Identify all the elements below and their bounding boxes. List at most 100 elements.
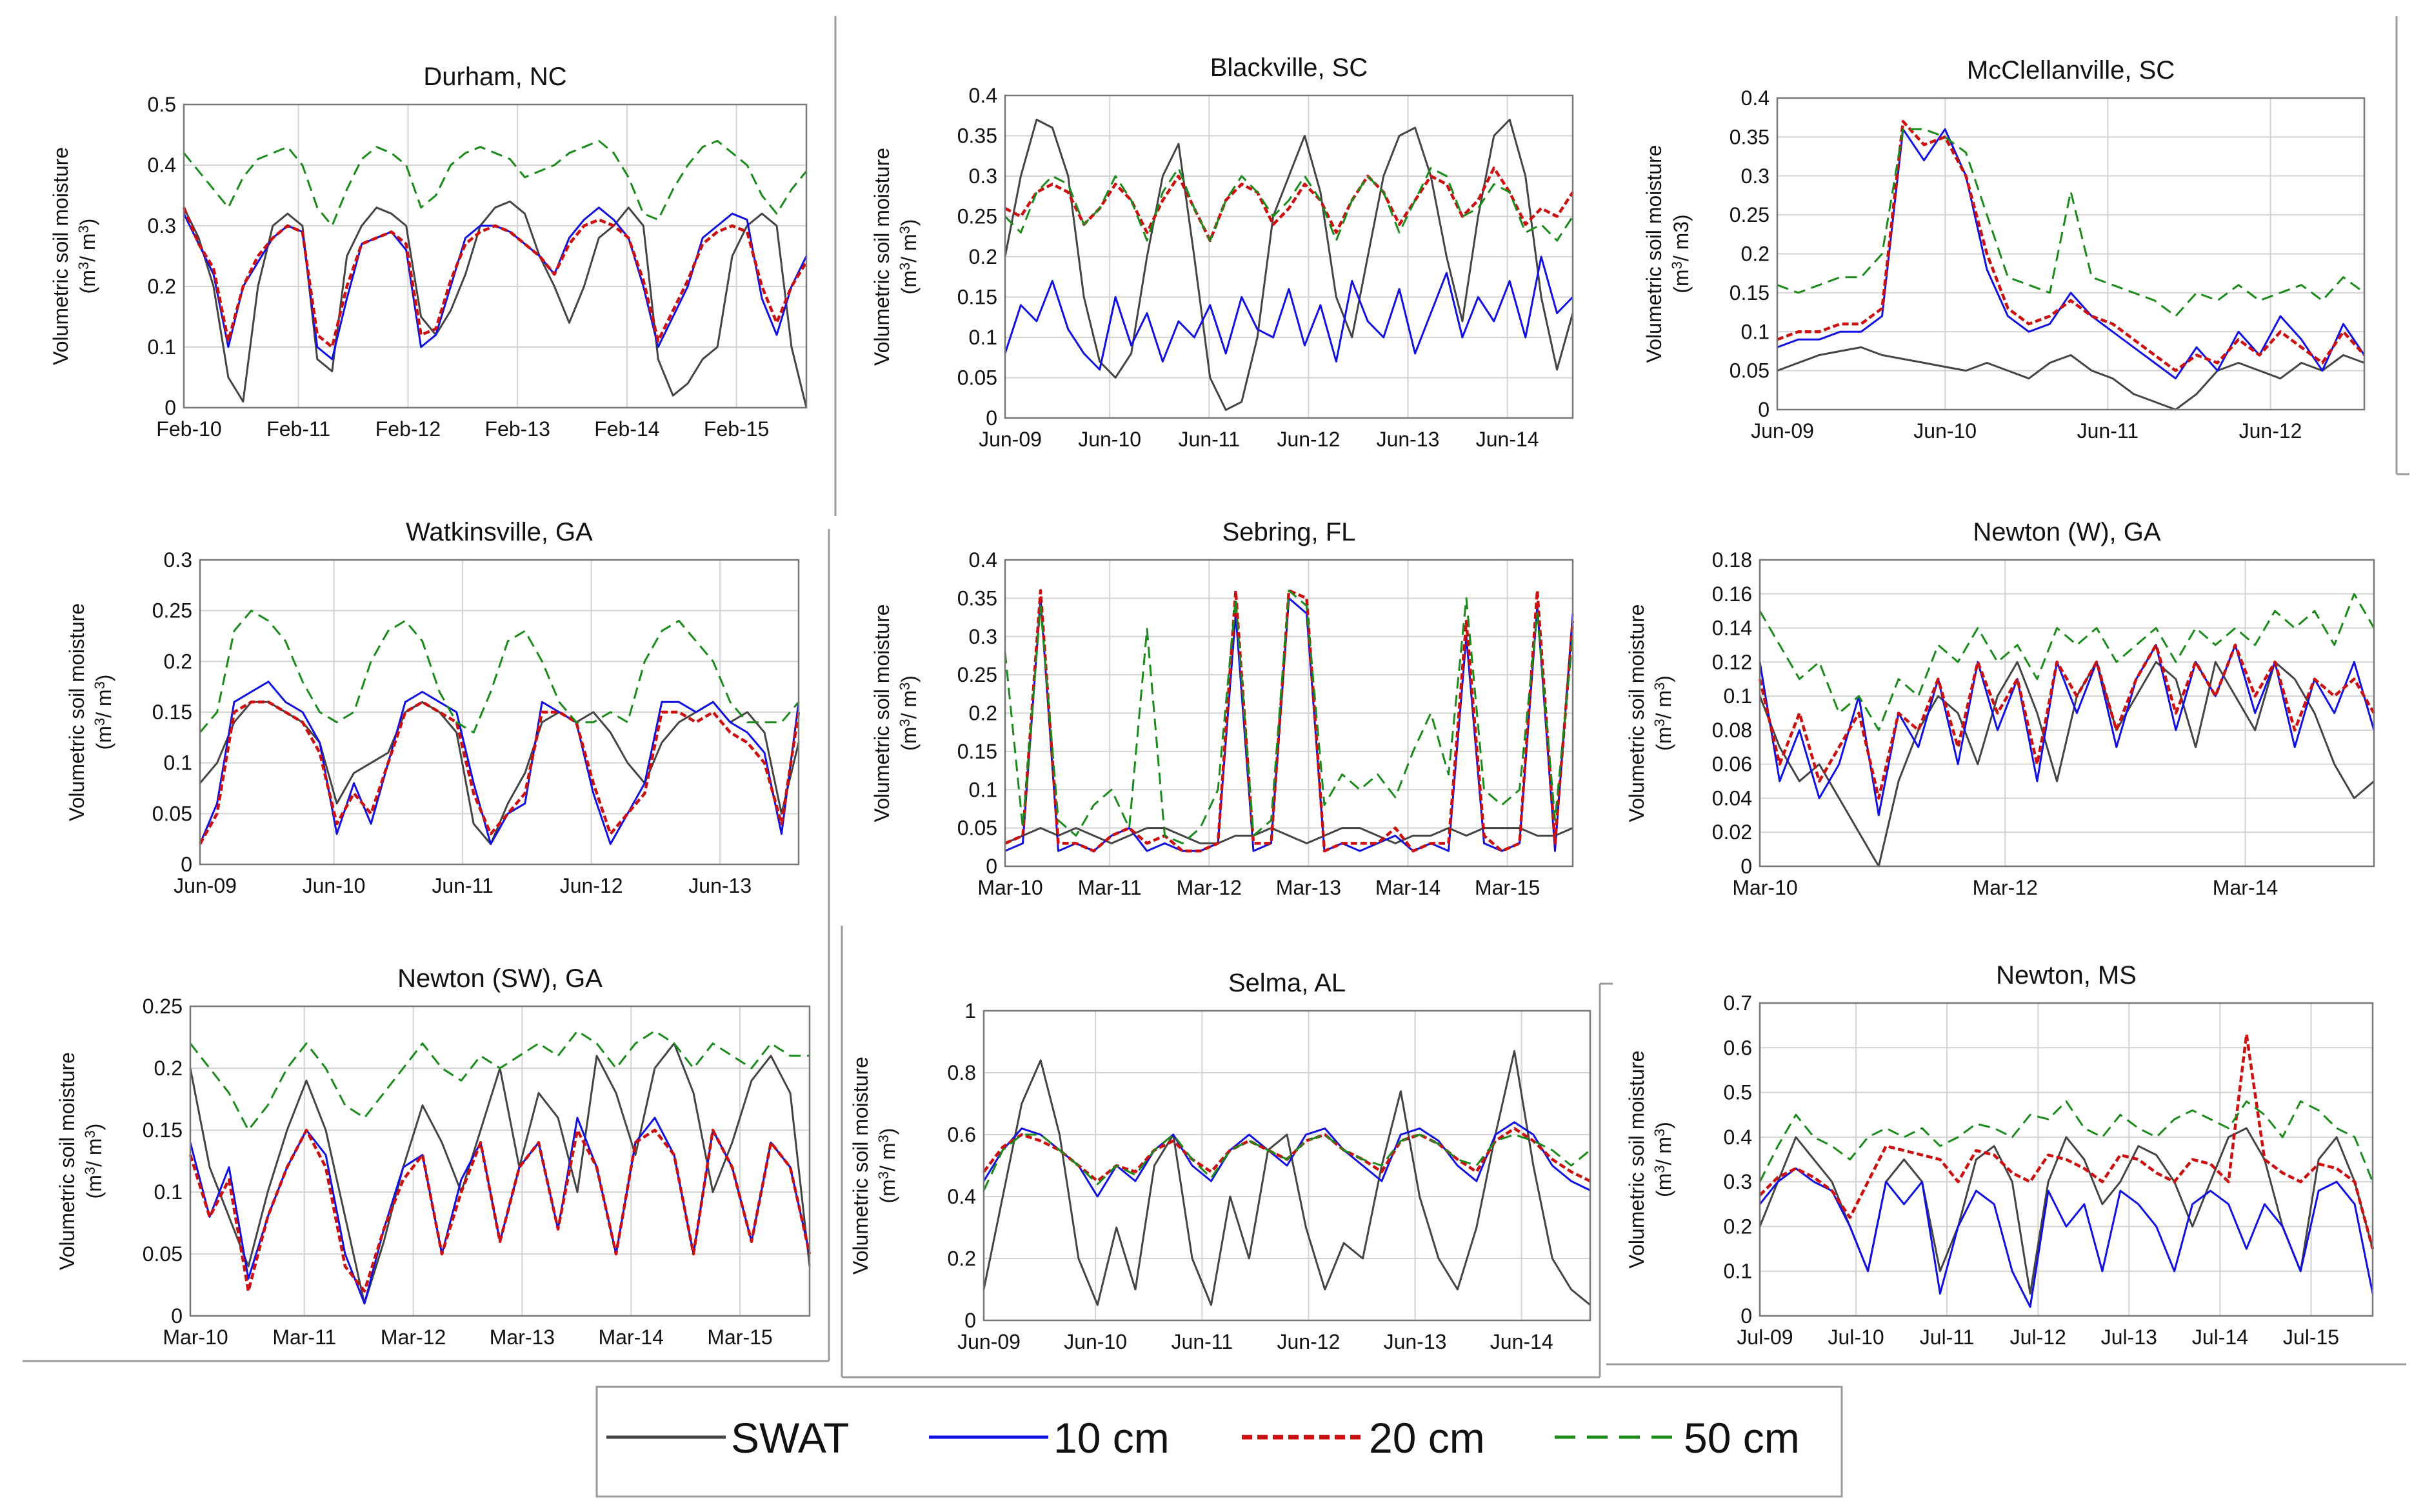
x-tick-label: Jun-09 [957,1330,1021,1353]
y-tick-label: 0.15 [143,1119,183,1142]
x-tick-label: Jul-15 [2283,1326,2339,1349]
x-tick-label: Jun-09 [1751,419,1814,443]
x-tick-label: Mar-10 [977,876,1042,899]
y-tick-label: 0.2 [1724,1215,1752,1238]
x-tick-label: Jun-14 [1490,1330,1553,1353]
y-tick-label: 0.3 [148,214,176,237]
y-tick-label: 0.4 [969,548,997,572]
y-tick-label: 0 [181,853,192,876]
y-tick-label: 0.2 [154,1057,183,1080]
y-tick-label: 0.18 [1712,548,1752,572]
y-tick-label: 0.1 [148,335,176,359]
y-axis-unit: (m3/ m3) [1651,1122,1675,1197]
x-tick-label: Mar-11 [272,1326,336,1349]
y-axis-unit: (m3/ m3) [75,219,99,294]
y-tick-label: 0.25 [152,599,192,622]
series-line-50-cm [1777,128,2365,317]
y-tick-label: 0.04 [1712,786,1752,810]
series-line-swat [982,1049,1591,1306]
series-line-20-cm [1777,119,2366,372]
series-line-10-cm [1759,1167,2374,1308]
y-axis-unit: (m3/ m3) [897,675,921,751]
chart-mcclellanville-sc: McClellanville, SC 0 0.05 0.1 0.15 0.2 0.25 0.3… [1642,56,2366,443]
x-tick-label: Mar-14 [2213,876,2278,899]
x-tick-label: Mar-15 [707,1326,772,1349]
y-axis-label: Volumetric soil moisture [1642,145,1666,363]
series-line-50-cm [199,610,800,733]
series-line-10-cm [183,206,808,361]
y-axis-unit: (m3/ m3) [875,1128,899,1204]
series-line-50-cm [1759,1100,2374,1182]
y-tick-label: 0.25 [957,205,997,228]
x-tick-label: Jul-09 [1737,1326,1793,1349]
y-axis-label: Volumetric soil moisture [49,147,72,365]
x-tick-label: Feb-11 [266,417,330,441]
x-tick-label: Mar-13 [1276,876,1341,899]
plot-area-border [1759,559,2375,868]
series-line-50-cm [183,139,808,227]
chart-newton-sw-ga: Newton (SW), GA 0 0.05 0.1 0.15 0.2 0.25 Mar-10… [55,964,812,1349]
y-tick-label: 0 [171,1304,183,1328]
chart-title: Blackville, SC [1210,54,1368,82]
x-tick-label: Jun-10 [1078,428,1141,451]
series-line-20-cm [1759,1033,2375,1249]
plot-area-border [982,1010,1591,1322]
series-line-20-cm [1758,643,2375,800]
series-line-50-cm [1759,593,2375,731]
plot-area-border [1776,97,2366,411]
y-tick-label: 0.1 [1724,1260,1752,1283]
y-tick-label: 0.1 [1724,684,1752,708]
y-tick-label: 0.25 [143,995,183,1018]
x-tick-label: Jul-10 [1828,1326,1884,1349]
x-tick-label: Jun-12 [560,874,623,897]
legend-label-20cm: 20 cm [1369,1414,1485,1462]
y-tick-label: 0.14 [1712,617,1752,640]
y-tick-label: 0 [986,406,997,430]
y-tick-label: 0.6 [1724,1036,1752,1059]
series-line-20-cm [1004,589,1575,853]
y-tick-label: 1 [964,999,976,1022]
series-line-50-cm [1004,167,1574,242]
x-tick-label: Jun-11 [432,874,493,897]
x-tick-label: Jun-11 [2077,419,2139,443]
chart-title: Durham, NC [423,63,566,91]
chart-sebring-fl: Sebring, FL 0 0.05 0.1 0.15 0.2 0.25 0.3 0.35 0.4… [870,518,1575,899]
legend-label-50cm: 50 cm [1684,1414,1800,1462]
y-tick-label: 0.5 [148,93,176,116]
y-axis-label: Volumetric soil moisture [870,604,893,822]
chart-title: Sebring, FL [1222,518,1356,546]
x-tick-label: Feb-10 [156,417,221,441]
y-axis-label: Volumetric soil moisture [55,1052,79,1270]
x-tick-label: Jun-09 [174,874,237,897]
plot-area-border [183,103,808,409]
x-tick-label: Jun-14 [1476,428,1539,451]
y-tick-label: 0.16 [1712,582,1752,606]
plot-area-border [1004,559,1574,868]
x-tick-label: Jun-12 [1277,428,1340,451]
chart-blackville-sc: Blackville, SC 0 0.05 0.1 0.15 0.2 0.25 0.3 0.35… [870,54,1574,451]
y-tick-label: 0.25 [957,663,997,686]
plot-area-border [199,559,800,866]
x-tick-label: Mar-13 [490,1326,555,1349]
series-line-swat [1777,346,2365,411]
series-line-50-cm [1004,590,1574,844]
series-line-swat [1004,827,1573,844]
y-tick-label: 0.15 [957,286,997,309]
y-tick-label: 0 [964,1309,976,1332]
series-line-10-cm [1004,255,1574,371]
x-tick-label: Jun-09 [979,428,1042,451]
y-axis-label: Volumetric soil moisture [849,1057,872,1275]
y-tick-label: 0.7 [1724,991,1752,1015]
y-tick-label: 0.8 [948,1061,976,1084]
y-tick-label: 0 [986,855,997,878]
y-axis-label: Volumetric soil moisture [1625,604,1648,822]
y-tick-label: 0.2 [1741,243,1770,266]
panel-frames [23,16,2409,1378]
y-tick-label: 0.1 [1741,320,1770,343]
chart-title: McClellanville, SC [1967,56,2175,85]
x-tick-label: Mar-10 [1732,876,1797,899]
chart-title: Newton (SW), GA [397,964,603,993]
y-axis-label: Volumetric soil moisture [1625,1051,1648,1269]
y-tick-label: 0.2 [164,650,192,673]
y-tick-label: 0.02 [1712,821,1752,844]
